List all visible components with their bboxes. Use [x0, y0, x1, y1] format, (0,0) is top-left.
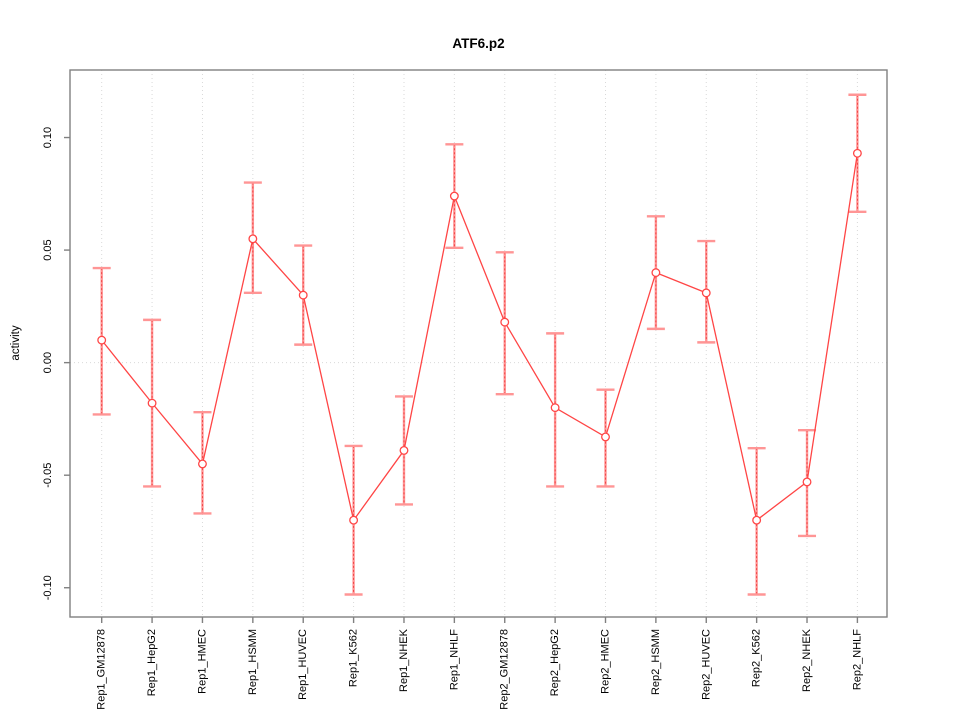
x-tick-label: Rep2_HepG2	[549, 629, 561, 696]
series-line	[101, 153, 859, 522]
data-point	[147, 398, 157, 408]
data-point	[802, 477, 812, 487]
x-tick-label: Rep1_K562	[348, 629, 360, 687]
x-tick-label: Rep2_K562	[751, 629, 763, 687]
x-tick-label: Rep1_NHEK	[398, 628, 410, 692]
x-tick-label: Rep2_HSMM	[650, 629, 662, 695]
x-tick-label: Rep1_HSMM	[247, 629, 259, 695]
x-axis-ticks	[100, 617, 859, 623]
data-point	[248, 234, 258, 244]
y-tick-label: 0.05	[42, 239, 54, 260]
grid-lines	[70, 70, 887, 617]
x-tick-label: Rep2_NHLF	[851, 629, 863, 690]
data-point	[752, 515, 762, 525]
y-axis-ticks: -0.10 -0.05 0.00 0.05 0.10	[42, 127, 70, 600]
x-tick-label: Rep1_HMEC	[196, 629, 208, 694]
plot-border	[69, 69, 888, 618]
data-point	[651, 268, 661, 278]
x-tick-label: Rep2_HMEC	[600, 629, 612, 694]
data-point	[500, 317, 510, 327]
data-point	[701, 288, 711, 298]
x-tick-label: Rep2_GM12878	[499, 629, 511, 710]
y-tick-label: 0.00	[42, 352, 54, 373]
data-point	[298, 290, 308, 300]
data-point	[349, 515, 359, 525]
x-tick-label: Rep1_HUVEC	[297, 629, 309, 700]
data-point	[550, 403, 560, 413]
x-tick-label: Rep1_HepG2	[146, 629, 158, 696]
data-point	[852, 148, 862, 158]
x-tick-label: Rep2_NHEK	[801, 628, 813, 692]
data-point	[601, 432, 610, 442]
x-axis-labels: Rep1_GM12878 Rep1_HepG2 Rep1_HMEC Rep1_HSMM…	[96, 628, 864, 709]
data-points	[97, 148, 862, 525]
y-axis-label: activity	[10, 325, 22, 361]
data-point	[399, 445, 409, 455]
y-tick-label: -0.05	[42, 463, 54, 488]
x-tick-label: Rep1_GM12878	[96, 629, 108, 710]
data-point	[449, 191, 459, 201]
x-tick-label: Rep2_HUVEC	[700, 629, 712, 700]
data-point	[97, 335, 107, 345]
y-tick-label: -0.10	[42, 575, 54, 600]
chart-title: ATF6.p2	[452, 36, 505, 51]
y-tick-label: 0.10	[42, 127, 54, 148]
error-bars	[92, 93, 867, 596]
data-point	[198, 459, 207, 469]
x-tick-label: Rep1_NHLF	[448, 629, 460, 690]
